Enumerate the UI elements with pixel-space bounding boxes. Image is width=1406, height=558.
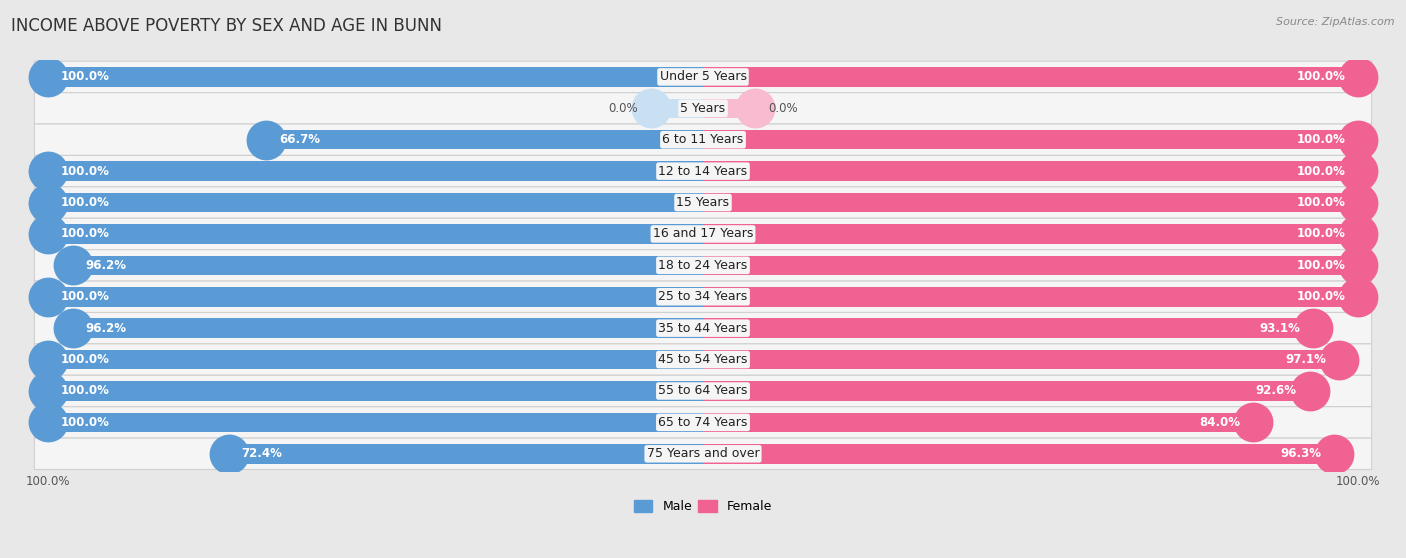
Text: Source: ZipAtlas.com: Source: ZipAtlas.com (1277, 17, 1395, 27)
Text: 92.6%: 92.6% (1256, 384, 1296, 397)
Bar (703, 67, 1358, 86)
Bar (703, 256, 1358, 275)
Legend: Male, Female: Male, Female (628, 496, 778, 518)
Text: 100.0%: 100.0% (60, 165, 110, 177)
Text: 25 to 34 Years: 25 to 34 Years (658, 290, 748, 303)
FancyBboxPatch shape (34, 249, 1372, 281)
Bar (48, 381, 703, 401)
Text: 100.0%: 100.0% (60, 196, 110, 209)
Text: 100.0%: 100.0% (1296, 165, 1346, 177)
Bar (703, 444, 1334, 464)
FancyBboxPatch shape (34, 93, 1372, 124)
Text: 100.0%: 100.0% (1296, 228, 1346, 240)
FancyBboxPatch shape (34, 344, 1372, 376)
Bar (73, 319, 703, 338)
FancyBboxPatch shape (34, 407, 1372, 438)
Text: 12 to 14 Years: 12 to 14 Years (658, 165, 748, 177)
Text: 72.4%: 72.4% (242, 448, 283, 460)
Text: 45 to 54 Years: 45 to 54 Years (658, 353, 748, 366)
Bar (703, 381, 1310, 401)
FancyBboxPatch shape (34, 124, 1372, 156)
Bar (703, 287, 1358, 306)
Bar (703, 413, 1253, 432)
Bar (703, 193, 1358, 212)
Text: 100.0%: 100.0% (1296, 290, 1346, 303)
Text: 0.0%: 0.0% (607, 102, 637, 115)
Text: 100.0%: 100.0% (60, 70, 110, 83)
Bar (703, 161, 1358, 181)
FancyBboxPatch shape (34, 281, 1372, 312)
FancyBboxPatch shape (34, 312, 1372, 344)
FancyBboxPatch shape (34, 218, 1372, 249)
Text: 15 Years: 15 Years (676, 196, 730, 209)
Bar (703, 319, 1313, 338)
Text: 5 Years: 5 Years (681, 102, 725, 115)
FancyBboxPatch shape (34, 61, 1372, 93)
Text: 93.1%: 93.1% (1258, 321, 1301, 335)
Text: 18 to 24 Years: 18 to 24 Years (658, 259, 748, 272)
Bar (48, 161, 703, 181)
Text: 100.0%: 100.0% (60, 416, 110, 429)
Bar (703, 350, 1340, 369)
Bar (48, 193, 703, 212)
Text: 100.0%: 100.0% (60, 353, 110, 366)
Bar (703, 99, 755, 118)
Text: 66.7%: 66.7% (278, 133, 321, 146)
Bar (229, 444, 703, 464)
Bar (48, 287, 703, 306)
Text: 16 and 17 Years: 16 and 17 Years (652, 228, 754, 240)
Bar (703, 224, 1358, 244)
Bar (48, 413, 703, 432)
Text: 0.0%: 0.0% (769, 102, 799, 115)
Text: 96.3%: 96.3% (1279, 448, 1320, 460)
Text: 100.0%: 100.0% (60, 228, 110, 240)
Bar (73, 256, 703, 275)
Text: 96.2%: 96.2% (86, 259, 127, 272)
FancyBboxPatch shape (34, 376, 1372, 407)
Text: 55 to 64 Years: 55 to 64 Years (658, 384, 748, 397)
Text: Under 5 Years: Under 5 Years (659, 70, 747, 83)
Text: 97.1%: 97.1% (1285, 353, 1326, 366)
Bar (48, 67, 703, 86)
Text: 100.0%: 100.0% (60, 384, 110, 397)
Text: 84.0%: 84.0% (1199, 416, 1240, 429)
FancyBboxPatch shape (34, 156, 1372, 187)
Bar (48, 224, 703, 244)
Text: 35 to 44 Years: 35 to 44 Years (658, 321, 748, 335)
Text: 75 Years and over: 75 Years and over (647, 448, 759, 460)
Bar (266, 130, 703, 150)
Text: 65 to 74 Years: 65 to 74 Years (658, 416, 748, 429)
Text: 96.2%: 96.2% (86, 321, 127, 335)
FancyBboxPatch shape (34, 438, 1372, 469)
Text: 100.0%: 100.0% (1296, 70, 1346, 83)
Text: INCOME ABOVE POVERTY BY SEX AND AGE IN BUNN: INCOME ABOVE POVERTY BY SEX AND AGE IN B… (11, 17, 443, 35)
Text: 100.0%: 100.0% (60, 290, 110, 303)
Text: 100.0%: 100.0% (1296, 133, 1346, 146)
FancyBboxPatch shape (34, 187, 1372, 218)
Text: 6 to 11 Years: 6 to 11 Years (662, 133, 744, 146)
Text: 100.0%: 100.0% (1296, 259, 1346, 272)
Bar (703, 130, 1358, 150)
Bar (48, 350, 703, 369)
Text: 100.0%: 100.0% (1296, 196, 1346, 209)
Bar (651, 99, 703, 118)
